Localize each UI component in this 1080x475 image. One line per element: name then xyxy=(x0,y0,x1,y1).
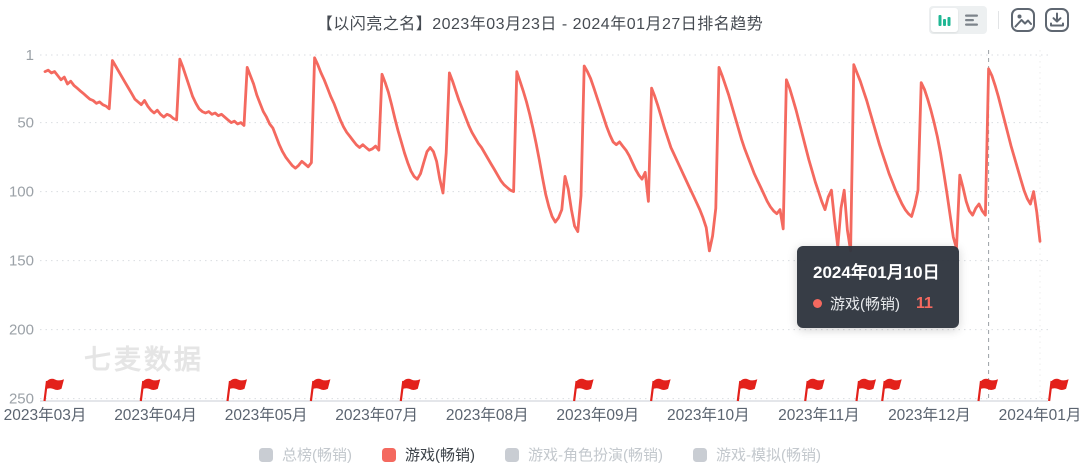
update-flag-icon[interactable] xyxy=(139,377,162,403)
y-tick-label: 250 xyxy=(9,391,34,408)
tooltip-rank-value: 11 xyxy=(916,294,933,312)
x-axis-labels: 2023年03月 2023年04月 2023年05月 2023年07月 2023年08月… xyxy=(4,406,1080,424)
x-tick-label: 2023年07月 xyxy=(335,406,418,424)
download-button[interactable] xyxy=(1044,7,1070,33)
legend-swatch xyxy=(382,447,396,462)
list-icon xyxy=(964,13,979,27)
y-tick-label: 200 xyxy=(9,322,34,339)
update-flag-icon[interactable] xyxy=(804,377,826,403)
y-tick-label: 50 xyxy=(17,115,34,132)
update-flag-icon[interactable] xyxy=(226,377,249,403)
x-tick-label: 2024年01月 xyxy=(999,406,1080,424)
legend-item[interactable]: 游戏-模拟(畅销) xyxy=(693,444,821,465)
toolbar-divider xyxy=(998,11,999,29)
update-flag-icon[interactable] xyxy=(399,377,422,403)
x-tick-label: 2023年12月 xyxy=(888,406,971,424)
x-tick-label: 2023年10月 xyxy=(667,406,750,424)
tooltip-series-name: 游戏(畅销) xyxy=(830,296,900,313)
update-flag-icon[interactable] xyxy=(309,377,332,403)
chart-toolbar xyxy=(929,6,1070,34)
x-tick-label: 2023年04月 xyxy=(114,406,197,424)
x-tick-label: 2023年09月 xyxy=(556,406,639,424)
update-flag-icon[interactable] xyxy=(881,377,903,403)
flag-markers xyxy=(43,377,1070,403)
legend-label: 总榜(畅销) xyxy=(282,447,352,464)
update-flag-icon[interactable] xyxy=(43,377,66,403)
chart-view-toggle[interactable] xyxy=(931,8,958,32)
watermark-text: 七麦数据 xyxy=(84,345,204,375)
download-icon xyxy=(1044,7,1070,33)
legend-item[interactable]: 游戏-角色扮演(畅销) xyxy=(505,444,663,465)
view-toggle-group xyxy=(929,6,987,34)
image-icon xyxy=(1010,7,1036,33)
update-flag-icon[interactable] xyxy=(649,377,672,403)
hover-tooltip: 2024年01月10日 游戏(畅销) 11 xyxy=(797,246,959,328)
rank-line-series[interactable] xyxy=(43,56,1042,253)
update-flag-icon[interactable] xyxy=(572,377,595,403)
legend-item[interactable]: 总榜(畅销) xyxy=(259,444,352,465)
x-tick-label: 2023年08月 xyxy=(446,406,529,424)
tooltip-series-row: 游戏(畅销) 11 xyxy=(813,293,943,314)
update-flag-icon[interactable] xyxy=(736,377,759,403)
legend-swatch xyxy=(693,447,707,462)
list-view-toggle[interactable] xyxy=(958,8,985,32)
legend-swatch xyxy=(259,447,273,462)
x-tick-label: 2023年11月 xyxy=(778,406,860,424)
x-tick-label: 2023年05月 xyxy=(225,406,308,424)
bar-chart-icon xyxy=(937,13,952,28)
legend-label: 游戏-角色扮演(畅销) xyxy=(528,447,663,464)
x-tick-label: 2023年03月 xyxy=(4,406,87,424)
update-flag-icon[interactable] xyxy=(1047,377,1070,403)
update-flag-icon[interactable] xyxy=(855,377,878,403)
chart-title: 【以闪亮之名】2023年03月23日 - 2024年01月27日排名趋势 xyxy=(316,16,764,33)
y-tick-label: 100 xyxy=(9,184,34,201)
save-image-button[interactable] xyxy=(1010,7,1036,33)
legend-label: 游戏-模拟(畅销) xyxy=(716,447,821,464)
legend: 总榜(畅销) 游戏(畅销) 游戏-角色扮演(畅销) 游戏-模拟(畅销) xyxy=(0,444,1080,465)
tooltip-date: 2024年01月10日 xyxy=(813,263,940,282)
y-tick-label: 150 xyxy=(9,253,34,270)
legend-item[interactable]: 游戏(畅销) xyxy=(382,444,475,465)
y-tick-label: 1 xyxy=(26,47,34,64)
legend-label: 游戏(畅销) xyxy=(405,447,475,464)
series-dot-icon xyxy=(813,299,822,308)
legend-swatch xyxy=(505,447,519,462)
